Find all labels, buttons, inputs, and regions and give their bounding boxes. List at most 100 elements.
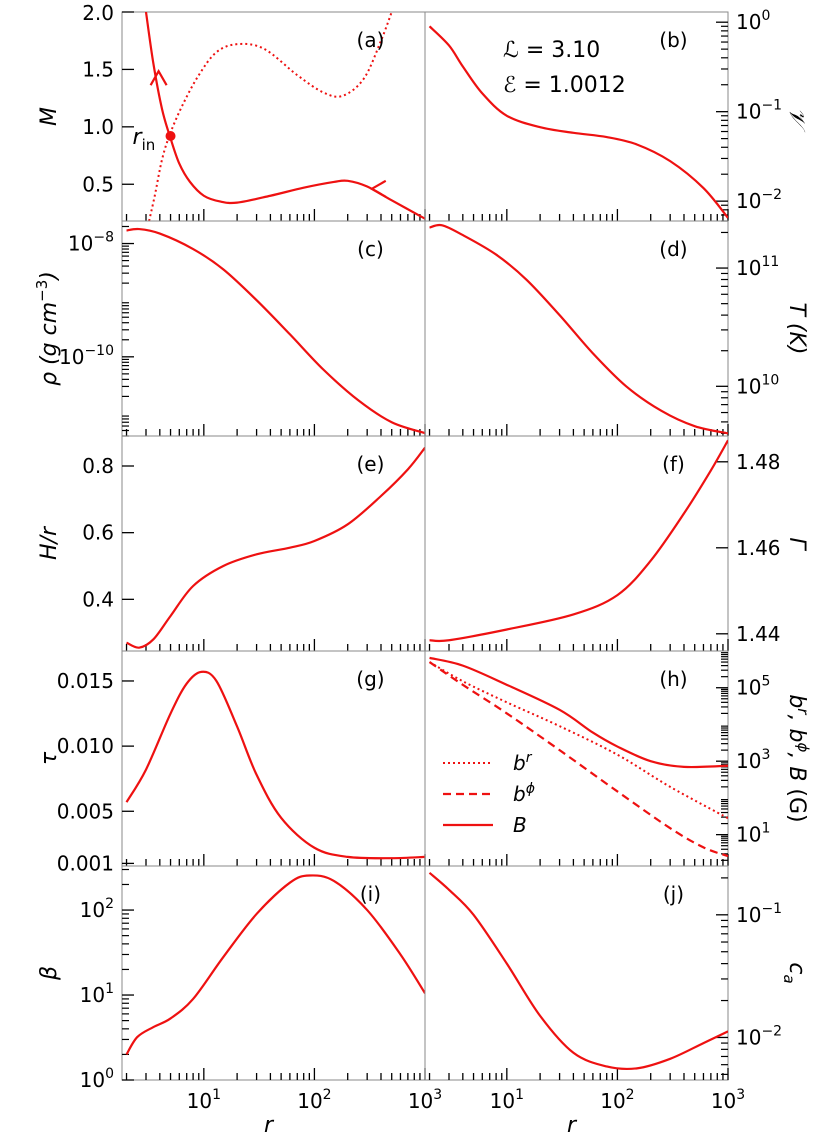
series-line-solid <box>126 446 425 649</box>
y-ticks: 0.4 0.6 0.8 <box>82 454 134 611</box>
legend: br bϕ B <box>443 750 535 837</box>
y-tick-label: 1010 <box>736 372 779 398</box>
legend-label: br <box>513 750 533 775</box>
y-axis-label: 𝒱 <box>784 107 809 132</box>
panel-label: (a) <box>357 28 385 52</box>
y-ticks: 0.001 0.005 0.010 0.015 <box>57 669 134 875</box>
flow-arrow-left <box>369 179 387 198</box>
y-tick-label: 0.4 <box>82 587 114 611</box>
x-tick-label: 102 <box>600 1087 634 1113</box>
x-ticks <box>428 1068 729 1080</box>
series-group <box>429 439 728 643</box>
x-ticks <box>125 209 426 221</box>
x-ticks <box>428 854 729 866</box>
x-ticks <box>125 424 426 436</box>
y-ticks: 100 101 102 <box>80 868 134 1092</box>
series-line-solid <box>126 227 425 435</box>
y-tick-label: 0.8 <box>82 454 114 478</box>
series-group <box>126 227 425 435</box>
y-tick-label: 10−10 <box>59 343 114 369</box>
x-tick-label: 103 <box>711 1087 745 1113</box>
y-tick-label: 0.5 <box>82 172 114 196</box>
y-tick-label: 1.48 <box>736 450 781 474</box>
y-axis-label: β <box>37 966 62 981</box>
critical-point-marker <box>165 131 176 142</box>
x-axis-label: r <box>264 1113 275 1135</box>
panel-g: 0.001 0.005 0.010 0.015 τ (g) <box>37 650 426 875</box>
y-tick-label: 100 <box>80 1066 114 1092</box>
y-tick-label: 103 <box>736 747 770 773</box>
y-axis-label: ca <box>780 962 809 983</box>
series-line-solid <box>125 670 425 860</box>
legend-label: B <box>513 813 527 837</box>
y-tick-label: 10−8 <box>68 230 114 256</box>
panel-j: 10−2 10−1 ca (j) 101 102 103 r <box>424 865 809 1135</box>
y-ticks: 10−2 10−1 100 <box>716 8 782 222</box>
x-ticks <box>125 639 426 651</box>
y-tick-label: 10−2 <box>736 187 782 213</box>
y-tick-label: 2.0 <box>82 1 114 25</box>
x-axis-label: r <box>567 1113 578 1135</box>
y-tick-label: 1.5 <box>82 57 114 81</box>
series-group <box>428 656 728 858</box>
critical-point-label: rin <box>133 125 156 154</box>
x-ticks <box>428 424 729 436</box>
y-tick-label: 100 <box>736 8 770 34</box>
series-group <box>428 871 728 1071</box>
y-tick-label: 0.015 <box>57 669 114 693</box>
panel-i: 100 101 102 β (i) 101 102 103 r <box>37 865 443 1135</box>
panel-label: (g) <box>356 667 384 691</box>
y-tick-label: 10−1 <box>736 98 782 124</box>
series-line-dashed <box>428 661 728 858</box>
y-axis-label: T (K) <box>784 302 809 354</box>
series-line-solid <box>429 439 728 643</box>
panel-e: 0.4 0.6 0.8 H/r (e) <box>37 435 426 652</box>
y-ticks: 1.44 1.46 1.48 <box>716 450 781 646</box>
series-group <box>428 25 728 219</box>
panel-c: 10−10 10−8ρ (g cm−3) (c) <box>33 220 426 437</box>
panel-label: (f) <box>662 452 685 476</box>
x-ticks <box>428 639 729 651</box>
y-tick-label: 0.005 <box>57 799 114 823</box>
y-ticks: 10−2 10−1 <box>716 877 782 1075</box>
y-tick-label: 101 <box>736 821 770 847</box>
series-line-dotted <box>429 661 728 820</box>
y-tick-label: 102 <box>80 896 114 922</box>
panel-f: 1.44 1.46 1.48 Γ (f) <box>424 435 809 652</box>
y-tick-label: 101 <box>80 981 114 1007</box>
series-line-solid <box>429 223 728 435</box>
panel-frame <box>424 865 729 1081</box>
angular-momentum-label: ℒ = 3.10 <box>503 38 600 63</box>
panel-label: (h) <box>659 667 687 691</box>
panel-label: (j) <box>663 882 684 906</box>
y-tick-label: 0.6 <box>82 521 114 545</box>
y-axis-label: M <box>37 107 62 126</box>
series-group <box>126 446 425 649</box>
x-ticks <box>125 1068 426 1080</box>
series-group <box>144 12 425 221</box>
energy-label: ℰ = 1.0012 <box>503 73 626 98</box>
y-axis-label: br, bϕ, B (G) <box>784 694 812 822</box>
series-group <box>125 670 425 860</box>
x-tick-labels: 101 102 103 <box>490 1087 746 1113</box>
panel-a: 0.5 1.0 1.5 2.0 M (a) rin <box>37 1 426 222</box>
y-ticks: 10−10 10−8 <box>59 225 134 437</box>
panel-label: (b) <box>659 28 687 52</box>
x-tick-label: 102 <box>297 1087 331 1113</box>
y-axis-label: τ <box>37 751 62 765</box>
series-line-solid <box>428 25 728 219</box>
y-tick-label: 1.0 <box>82 115 114 139</box>
flow-arrow-up <box>149 68 168 86</box>
y-tick-label: 10−2 <box>736 1023 782 1049</box>
x-tick-labels: 101 102 103 <box>187 1087 443 1113</box>
panel-h: 101 103 105 br, bϕ, B (G) (h) br bϕ B <box>424 650 812 867</box>
series-group <box>429 223 728 435</box>
y-tick-label: 0.010 <box>57 734 114 758</box>
x-tick-label: 103 <box>408 1087 442 1113</box>
y-tick-label: 1.44 <box>736 622 781 646</box>
y-ticks: 0.5 1.0 1.5 2.0 <box>82 1 134 196</box>
x-ticks <box>428 209 729 221</box>
series-line-dotted <box>148 12 393 221</box>
